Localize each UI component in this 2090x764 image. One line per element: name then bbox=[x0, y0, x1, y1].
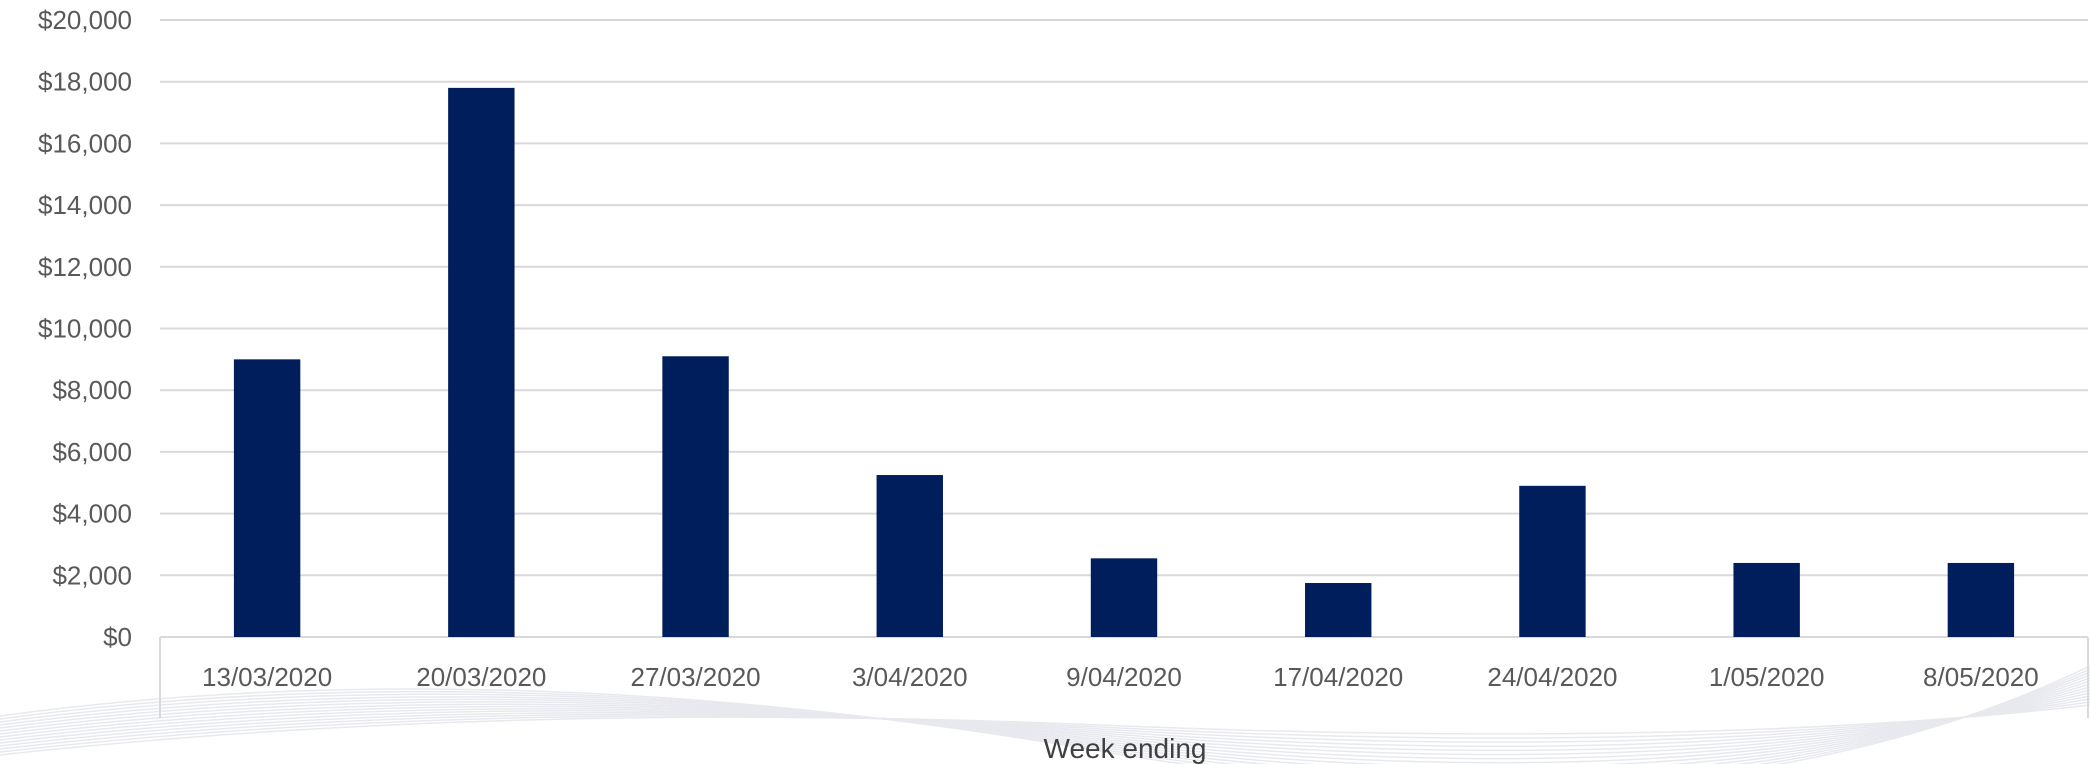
y-tick-label: $6,000 bbox=[52, 437, 132, 467]
wave-line bbox=[0, 680, 2090, 764]
wave-line bbox=[0, 692, 2090, 752]
wave-line bbox=[0, 686, 2090, 760]
x-tick-label: 13/03/2020 bbox=[202, 662, 332, 692]
bars bbox=[233, 87, 2015, 638]
y-tick-label: $0 bbox=[103, 622, 132, 652]
wave-line bbox=[0, 683, 2090, 764]
wave-line bbox=[0, 665, 2090, 764]
y-tick-label: $12,000 bbox=[38, 252, 132, 282]
x-tick-label: 3/04/2020 bbox=[852, 662, 968, 692]
bar bbox=[1305, 583, 1372, 637]
bar bbox=[662, 356, 729, 637]
x-tick-label: 20/03/2020 bbox=[416, 662, 546, 692]
y-tick-label: $16,000 bbox=[38, 128, 132, 158]
bar bbox=[1519, 485, 1586, 637]
wave-line bbox=[0, 668, 2090, 764]
bar bbox=[448, 87, 515, 638]
wave-line bbox=[0, 671, 2090, 764]
x-tick-labels: 13/03/2020 20/03/2020 27/03/2020 3/04/2020 9… bbox=[202, 662, 2039, 692]
x-tick-label: 17/04/2020 bbox=[1273, 662, 1403, 692]
y-tick-label: $14,000 bbox=[38, 190, 132, 220]
bar bbox=[1090, 558, 1158, 637]
bar bbox=[876, 475, 943, 637]
y-tick-label: $20,000 bbox=[38, 5, 132, 35]
wave-line bbox=[0, 701, 2090, 753]
wave-line bbox=[0, 704, 2090, 756]
x-axis-frame bbox=[159, 637, 2089, 718]
background-wave-decoration bbox=[0, 665, 2090, 764]
y-tick-label: $18,000 bbox=[38, 67, 132, 97]
wave-line bbox=[0, 698, 2090, 750]
bar bbox=[1947, 562, 2015, 637]
x-axis-title: Week ending bbox=[1044, 733, 1207, 764]
wave-line bbox=[0, 674, 2090, 764]
y-tick-label: $2,000 bbox=[52, 560, 132, 590]
y-tick-label: $8,000 bbox=[52, 375, 132, 405]
y-tick-label: $4,000 bbox=[52, 499, 132, 529]
x-tick-label: 27/03/2020 bbox=[630, 662, 760, 692]
y-tick-label: $10,000 bbox=[38, 314, 132, 344]
bar bbox=[233, 359, 301, 637]
x-tick-label: 1/05/2020 bbox=[1709, 662, 1825, 692]
x-tick-label: 8/05/2020 bbox=[1923, 662, 2039, 692]
wave-line bbox=[0, 677, 2090, 764]
x-tick-label: 9/04/2020 bbox=[1066, 662, 1182, 692]
wave-line bbox=[0, 695, 2090, 748]
x-tick-label: 24/04/2020 bbox=[1487, 662, 1617, 692]
wave-line bbox=[0, 689, 2090, 756]
y-tick-labels: $0 $2,000 $4,000 $6,000 $8,000 $10,000 $12,000… bbox=[38, 5, 132, 652]
bar bbox=[1733, 562, 1800, 637]
